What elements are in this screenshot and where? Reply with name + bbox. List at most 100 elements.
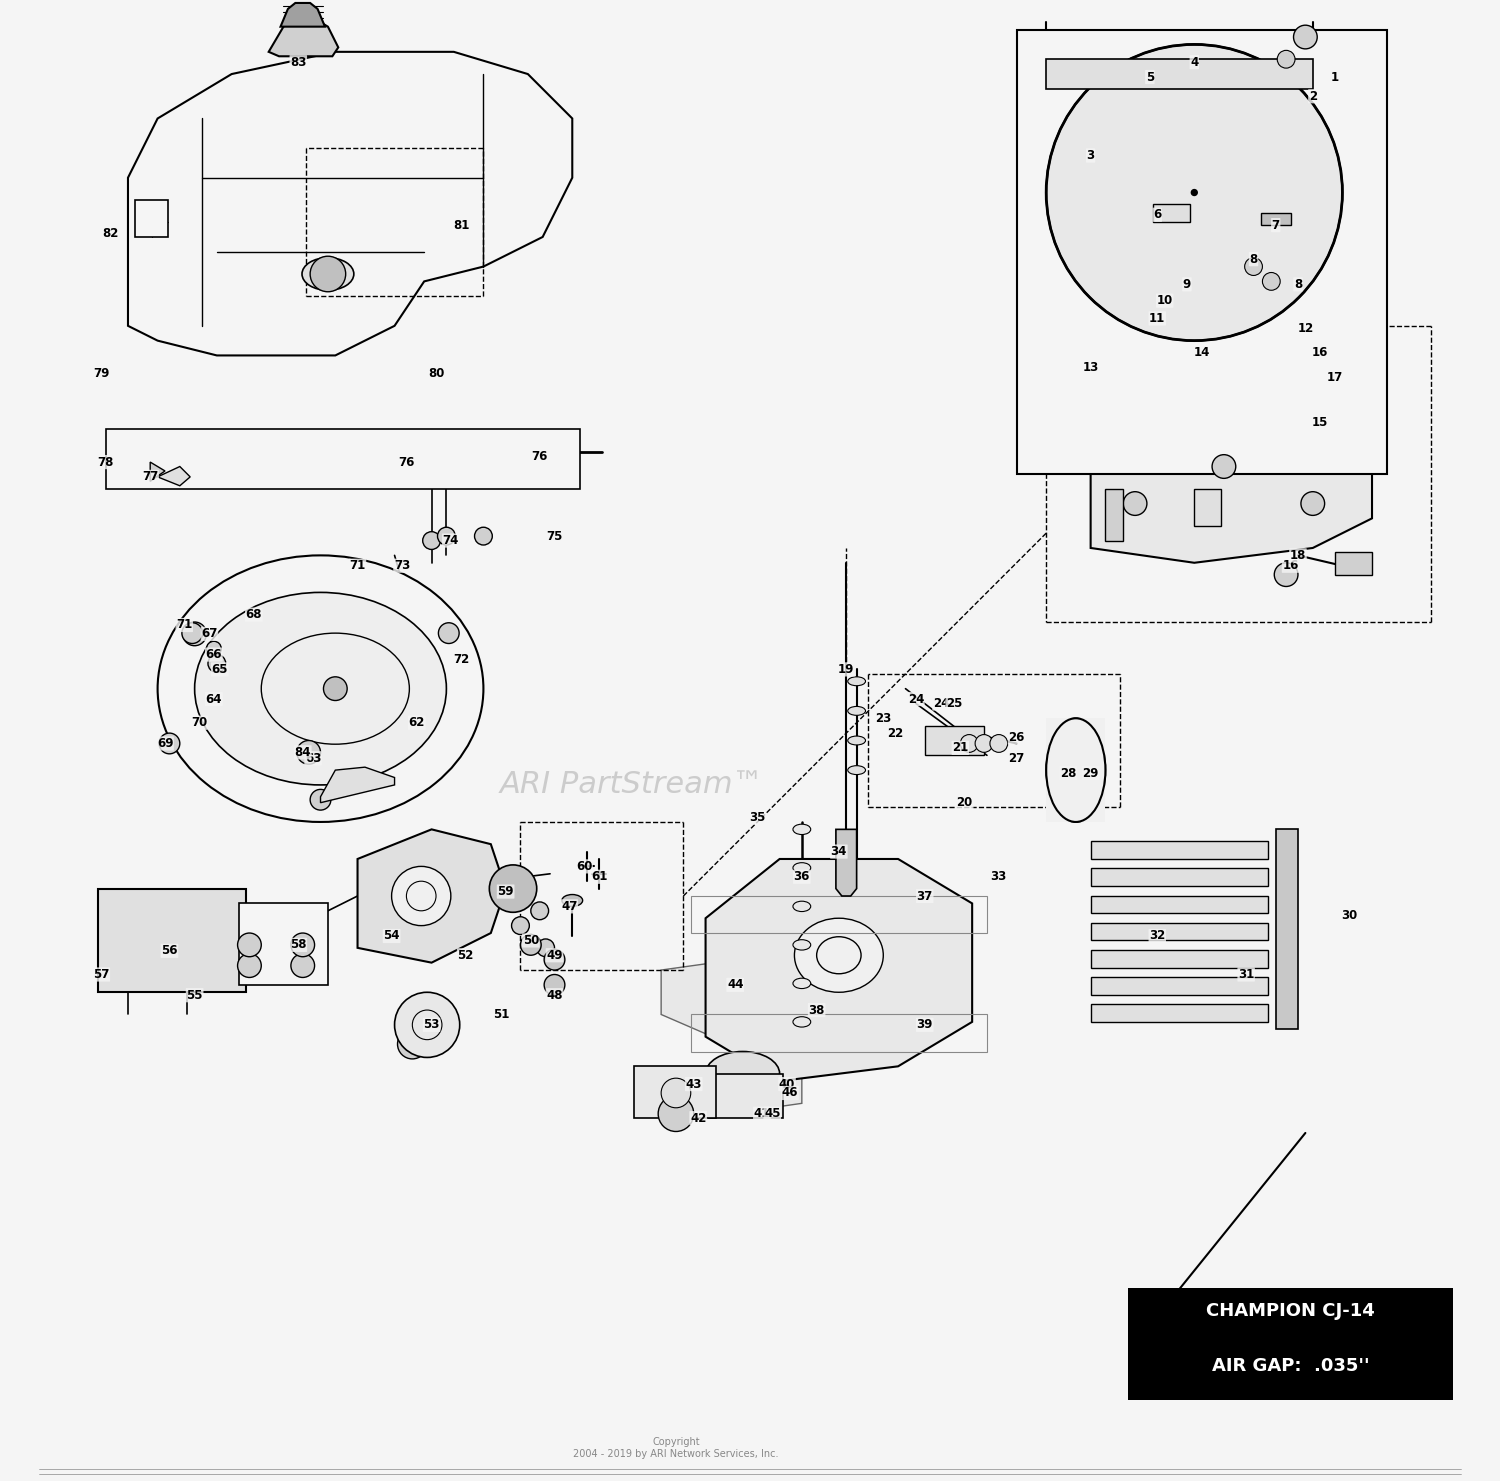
Text: 83: 83 — [290, 56, 306, 68]
Text: 72: 72 — [453, 653, 470, 665]
Text: 79: 79 — [93, 367, 110, 379]
Circle shape — [183, 622, 207, 646]
Bar — [1090, 896, 1269, 914]
Circle shape — [501, 880, 519, 897]
Text: 31: 31 — [1238, 969, 1254, 980]
Circle shape — [1293, 25, 1317, 49]
Text: 70: 70 — [190, 717, 207, 729]
Polygon shape — [357, 829, 506, 963]
Bar — [708, 1074, 783, 1118]
Text: 76: 76 — [531, 450, 548, 462]
Bar — [1335, 552, 1372, 575]
Ellipse shape — [847, 706, 865, 715]
Text: 57: 57 — [93, 969, 110, 980]
Text: 6: 6 — [1154, 209, 1161, 221]
Ellipse shape — [794, 900, 810, 911]
Polygon shape — [712, 1063, 803, 1111]
Ellipse shape — [705, 1052, 780, 1096]
Ellipse shape — [847, 766, 865, 775]
Text: 22: 22 — [886, 727, 903, 739]
Text: 56: 56 — [160, 945, 177, 957]
Bar — [135, 200, 168, 237]
Text: 21: 21 — [952, 742, 969, 754]
Text: CHAMPION CJ-14: CHAMPION CJ-14 — [1206, 1302, 1376, 1321]
Circle shape — [1300, 492, 1324, 515]
Circle shape — [544, 974, 566, 995]
Text: 66: 66 — [206, 649, 222, 661]
Circle shape — [182, 622, 203, 643]
Text: 61: 61 — [591, 871, 608, 883]
Text: 54: 54 — [384, 930, 400, 942]
Circle shape — [658, 1096, 693, 1131]
Text: 10: 10 — [1156, 295, 1173, 307]
Circle shape — [975, 735, 993, 752]
Text: Copyright
2004 - 2019 by ARI Network Services, Inc.: Copyright 2004 - 2019 by ARI Network Ser… — [573, 1437, 778, 1459]
Text: 30: 30 — [1341, 909, 1358, 921]
Text: 77: 77 — [142, 471, 159, 483]
Text: 17: 17 — [1328, 372, 1342, 384]
Text: 60: 60 — [576, 860, 592, 872]
Polygon shape — [1090, 415, 1372, 563]
Circle shape — [531, 902, 549, 920]
Text: 44: 44 — [728, 979, 744, 991]
Text: 24: 24 — [933, 698, 950, 709]
Text: 18: 18 — [1290, 549, 1306, 561]
Bar — [1154, 204, 1190, 222]
Circle shape — [237, 954, 261, 977]
Text: ARI PartStream™: ARI PartStream™ — [500, 770, 764, 800]
Circle shape — [544, 949, 566, 970]
Polygon shape — [150, 462, 165, 481]
Circle shape — [438, 622, 459, 643]
Text: 5: 5 — [1146, 71, 1154, 83]
Ellipse shape — [1046, 718, 1106, 822]
Text: 46: 46 — [782, 1087, 798, 1099]
Text: 34: 34 — [831, 846, 848, 857]
Circle shape — [310, 789, 332, 810]
Circle shape — [1263, 273, 1280, 290]
Text: 11: 11 — [1149, 312, 1166, 324]
Text: 12: 12 — [1298, 323, 1314, 335]
Polygon shape — [662, 960, 780, 1034]
Text: 78: 78 — [98, 456, 114, 468]
Polygon shape — [836, 829, 856, 896]
Circle shape — [392, 866, 452, 926]
Ellipse shape — [195, 592, 447, 785]
Bar — [1090, 977, 1269, 995]
Text: 8: 8 — [1294, 278, 1302, 290]
Circle shape — [960, 735, 978, 752]
Circle shape — [474, 527, 492, 545]
Ellipse shape — [795, 918, 883, 992]
Circle shape — [1124, 492, 1148, 515]
Circle shape — [159, 733, 180, 754]
Circle shape — [662, 1078, 692, 1108]
Bar — [692, 1014, 987, 1052]
Text: 40: 40 — [778, 1078, 795, 1090]
Bar — [1194, 489, 1221, 526]
Circle shape — [310, 256, 345, 292]
Text: 62: 62 — [408, 717, 424, 729]
Text: AIR GAP:  .035'': AIR GAP: .035'' — [1212, 1357, 1370, 1376]
Text: 42: 42 — [690, 1112, 706, 1124]
Text: 55: 55 — [186, 989, 202, 1001]
Polygon shape — [158, 467, 190, 486]
Text: 47: 47 — [561, 900, 578, 912]
Text: 15: 15 — [1312, 416, 1329, 428]
Bar — [692, 896, 987, 933]
Ellipse shape — [847, 736, 865, 745]
Circle shape — [1212, 455, 1236, 478]
Text: 37: 37 — [916, 890, 933, 902]
Circle shape — [1276, 50, 1294, 68]
Text: 58: 58 — [290, 939, 306, 951]
Circle shape — [537, 939, 555, 957]
FancyBboxPatch shape — [1128, 1288, 1454, 1400]
Circle shape — [237, 933, 261, 957]
Ellipse shape — [158, 555, 483, 822]
Ellipse shape — [794, 1016, 810, 1028]
Text: 53: 53 — [423, 1019, 439, 1031]
Text: 68: 68 — [246, 609, 262, 621]
Circle shape — [520, 935, 542, 955]
Text: 4: 4 — [1190, 56, 1198, 68]
Text: 26: 26 — [1008, 732, 1025, 743]
Circle shape — [207, 641, 222, 656]
Bar — [1046, 59, 1312, 89]
